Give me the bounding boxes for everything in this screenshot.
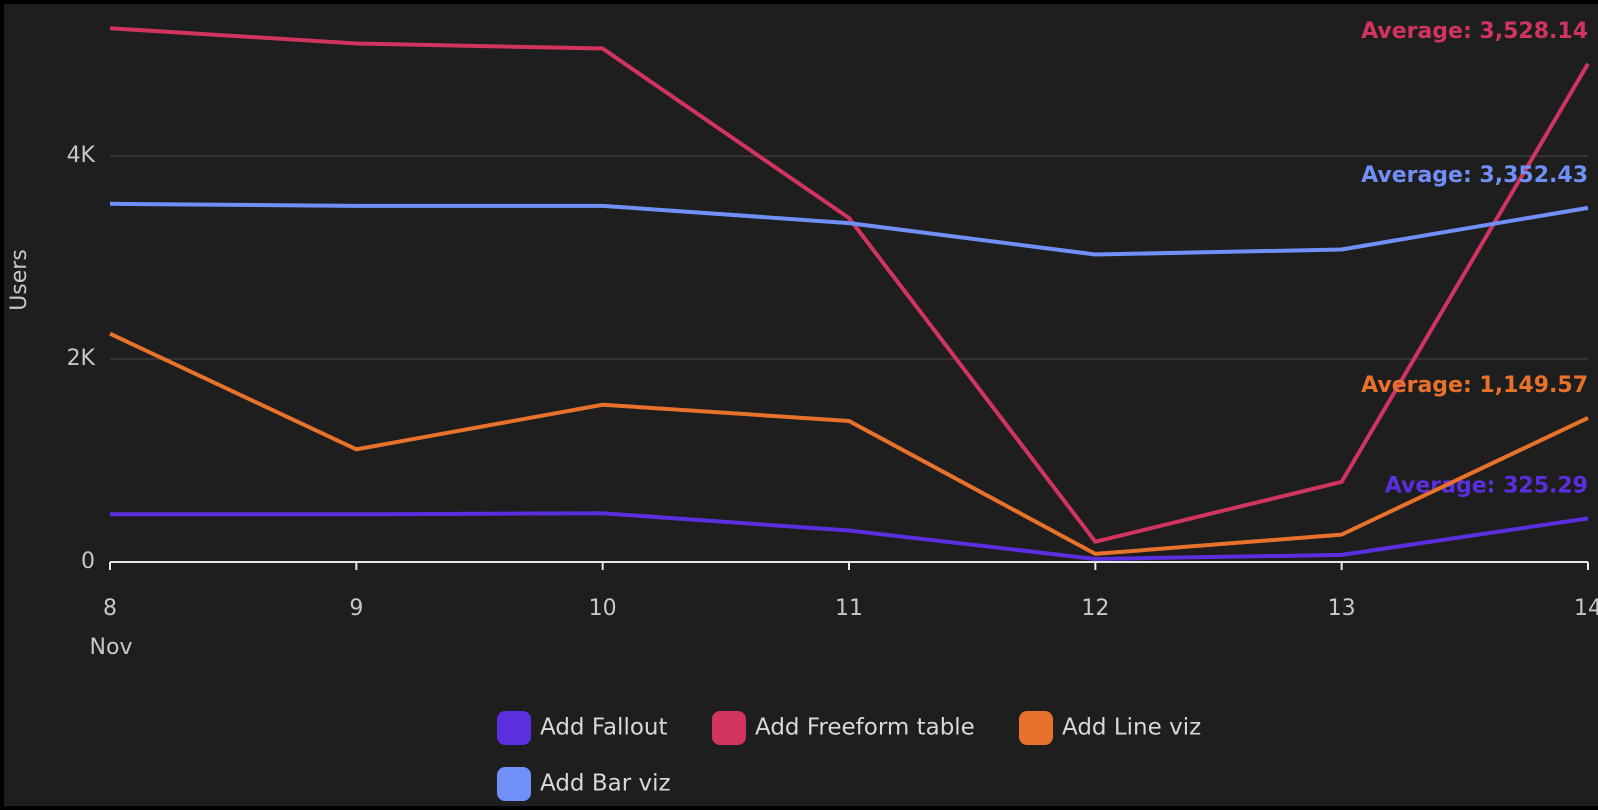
legend-item[interactable]: Add Bar viz (497, 767, 671, 801)
x-tick-label: 14 (1574, 596, 1598, 621)
series-line (109, 201, 1589, 257)
average-label: Average: 1,149.57 (1361, 373, 1588, 398)
legend-item[interactable]: Add Fallout (497, 711, 668, 745)
y-tick-label: 4K (67, 143, 96, 168)
legend-label: Add Fallout (540, 715, 668, 741)
x-tick-label: 9 (349, 596, 363, 621)
legend-swatch (497, 767, 531, 801)
y-tick-label: 2K (67, 346, 96, 371)
average-label: Average: 3,528.14 (1361, 19, 1588, 44)
x-sublabel: Nov (90, 635, 133, 660)
series-line (110, 511, 1589, 561)
x-tick-label: 12 (1081, 596, 1109, 621)
legend-item[interactable]: Add Freeform table (712, 711, 975, 745)
legend-swatch (497, 711, 531, 745)
legend-label: Add Bar viz (540, 771, 671, 797)
x-tick-label: 11 (835, 596, 863, 621)
legend-swatch (1019, 711, 1053, 745)
legend-label: Add Freeform table (755, 715, 975, 741)
legend-label: Add Line viz (1062, 715, 1201, 741)
average-label: Average: 325.29 (1385, 473, 1588, 498)
legend-swatch (712, 711, 746, 745)
series-line (109, 26, 1590, 544)
x-tick-label: 10 (589, 596, 617, 621)
y-axis-label: Users (7, 249, 32, 311)
x-tick-label: 8 (103, 596, 117, 621)
x-tick-label: 13 (1328, 596, 1356, 621)
y-tick-label: 0 (81, 549, 95, 574)
average-label: Average: 3,352.43 (1361, 163, 1588, 188)
legend-item[interactable]: Add Line viz (1019, 711, 1201, 745)
chart-background (4, 4, 1598, 806)
series-line (109, 331, 1589, 556)
